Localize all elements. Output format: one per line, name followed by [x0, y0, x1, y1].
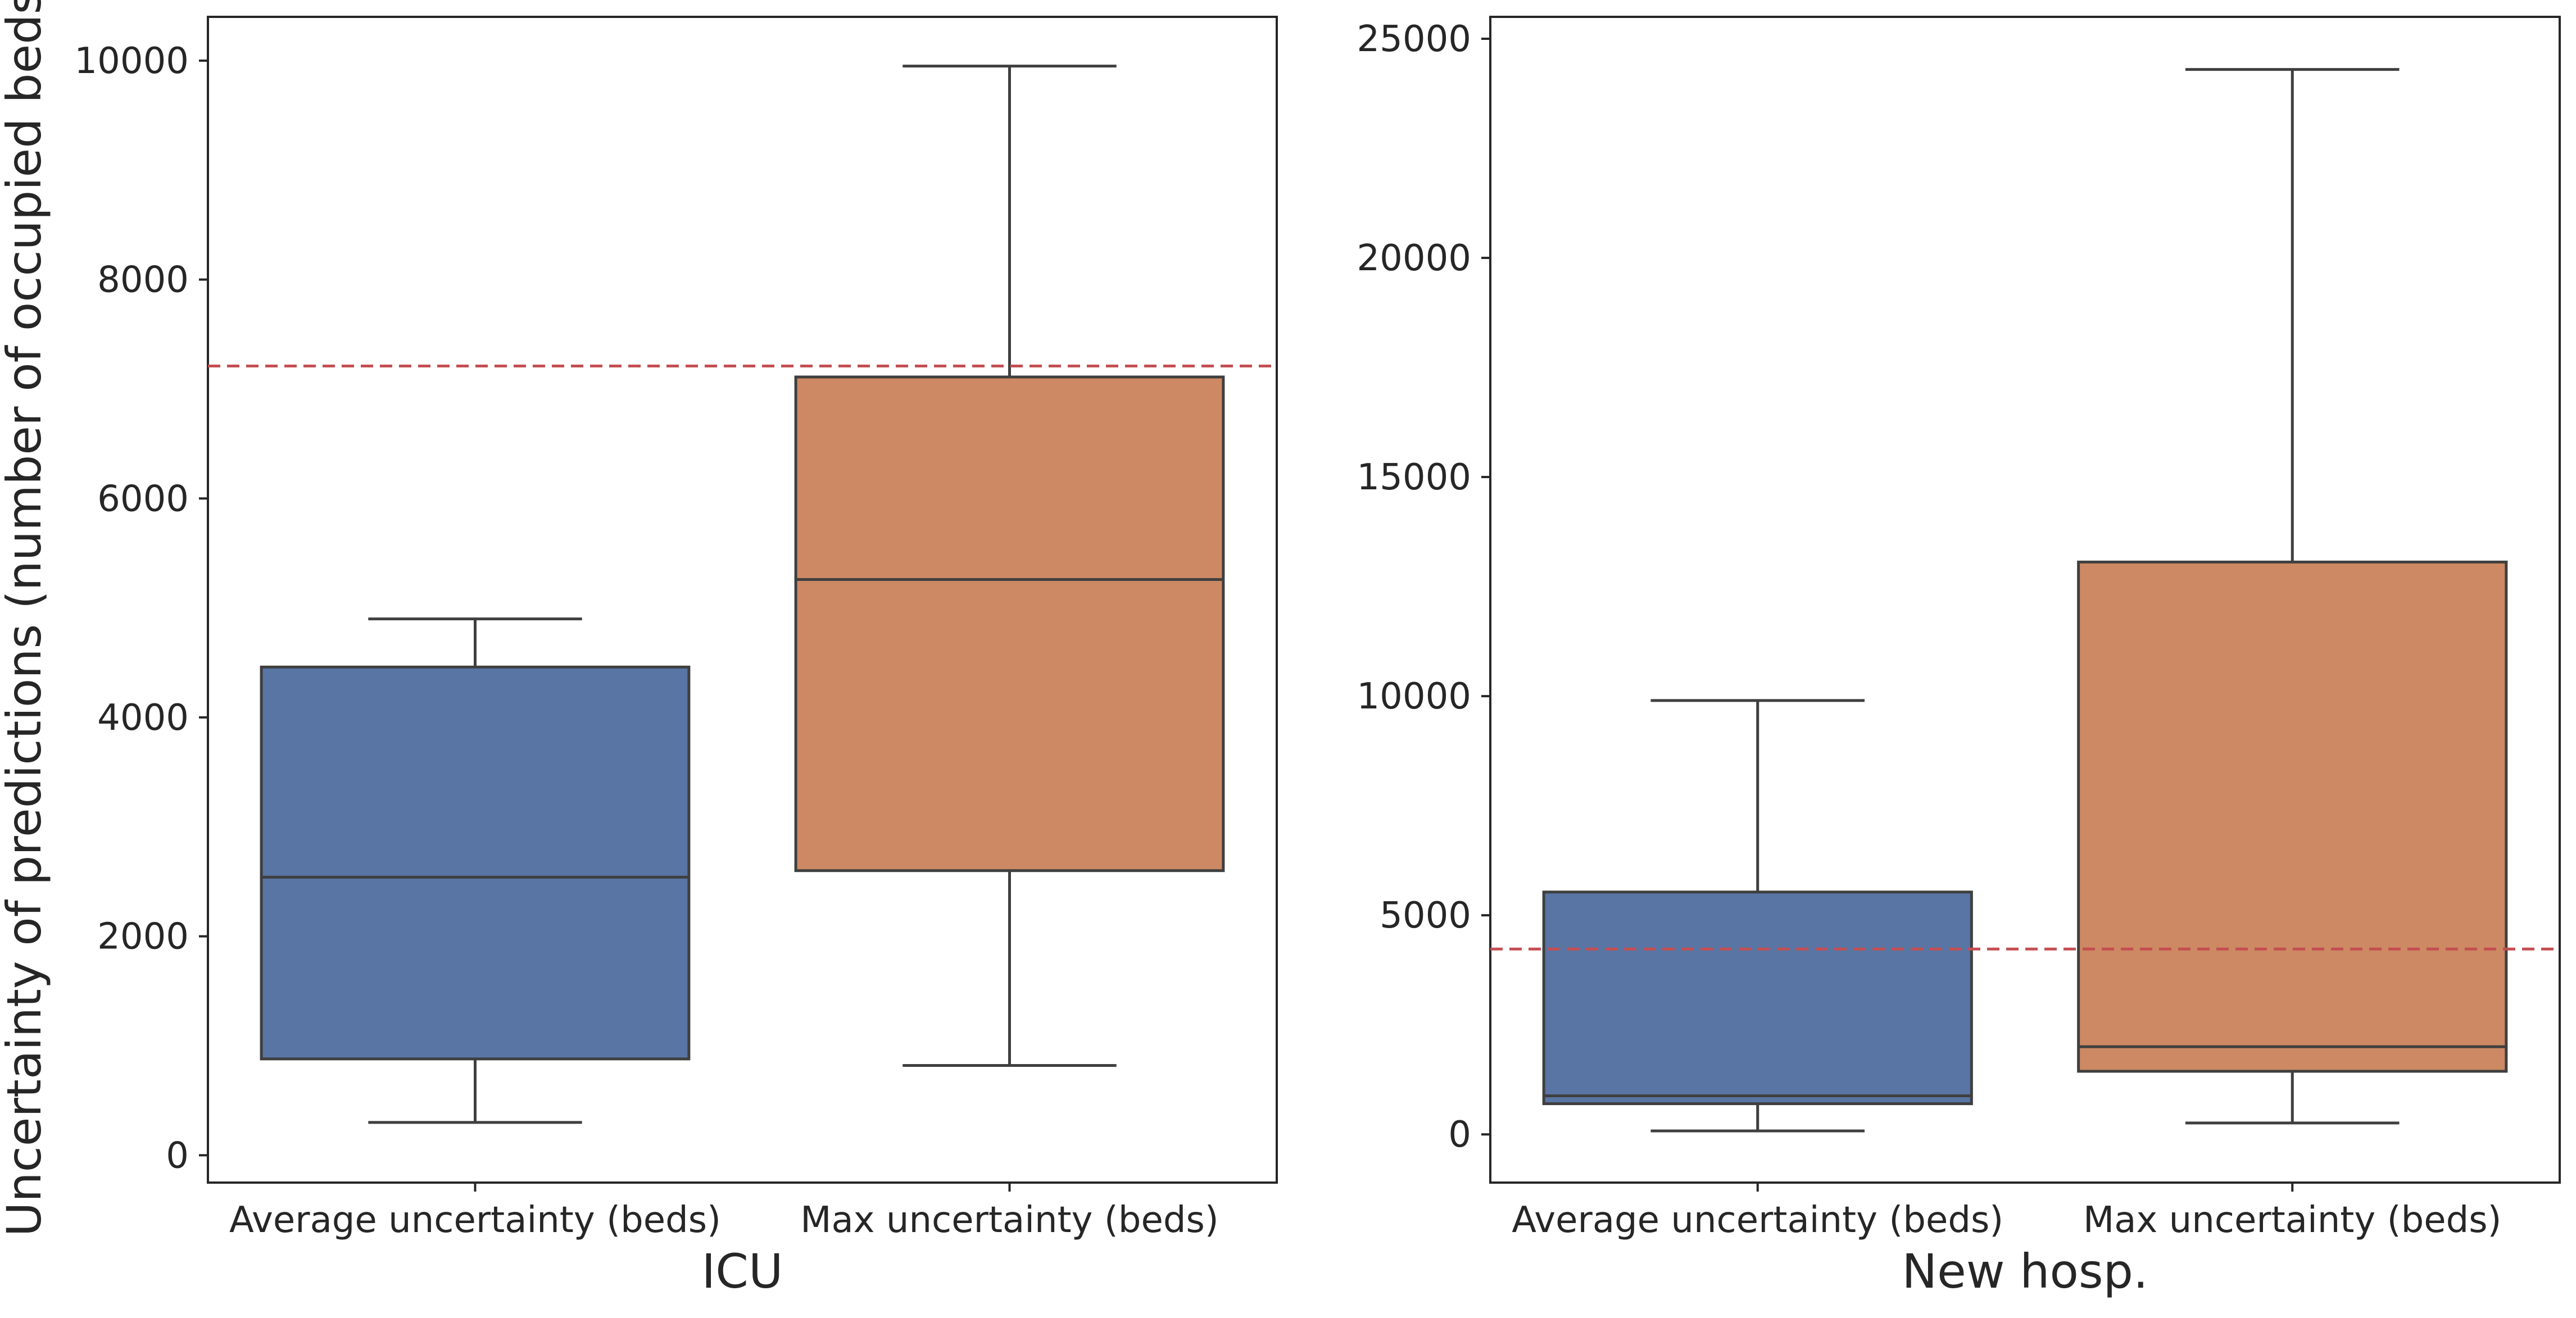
box-body: [1542, 890, 1973, 1106]
box-average: [1542, 699, 1973, 1133]
y-tick-label: 0: [1448, 1114, 1471, 1156]
y-tick-label: 10000: [1357, 676, 1471, 717]
x-axis-label: ICU: [702, 1244, 783, 1299]
y-tick-label: 8000: [97, 260, 189, 301]
x-axis-label: New hosp.: [1902, 1244, 2148, 1299]
box-max: [2077, 68, 2508, 1125]
x-tick-label: Max uncertainty (beds): [2083, 1199, 2502, 1241]
y-tick-label: 25000: [1357, 19, 1471, 60]
y-tick-label: 4000: [97, 697, 189, 739]
plot-frame: [1489, 16, 2561, 1184]
y-axis-label: Uncertainty of predictions (number of oc…: [0, 0, 52, 1237]
y-tick-label: 5000: [1380, 895, 1471, 937]
y-tick-label: 20000: [1357, 238, 1471, 279]
y-tick-label: 0: [166, 1135, 189, 1176]
box-body: [260, 665, 691, 1061]
y-tick-label: 10000: [74, 40, 189, 82]
x-tick-label: Max uncertainty (beds): [800, 1199, 1219, 1241]
new-hosp-panel: 0 5000 10000 15000 20000 25000 Average uncerta…: [1357, 16, 2561, 1299]
icu-panel: 0 2000 4000 6000 8000 10000 Average uncertaint…: [74, 16, 1278, 1299]
y-tick-label: 15000: [1357, 457, 1471, 498]
box-body: [2077, 560, 2508, 1073]
x-tick-label: Average uncertainty (beds): [1512, 1199, 2003, 1241]
box-average: [260, 617, 691, 1124]
y-tick-label: 2000: [97, 916, 189, 958]
box-body: [794, 375, 1225, 872]
y-tick-label: 6000: [97, 478, 189, 520]
plot-frame: [207, 16, 1278, 1184]
x-tick-label: Average uncertainty (beds): [229, 1199, 721, 1241]
box-max: [794, 65, 1225, 1067]
